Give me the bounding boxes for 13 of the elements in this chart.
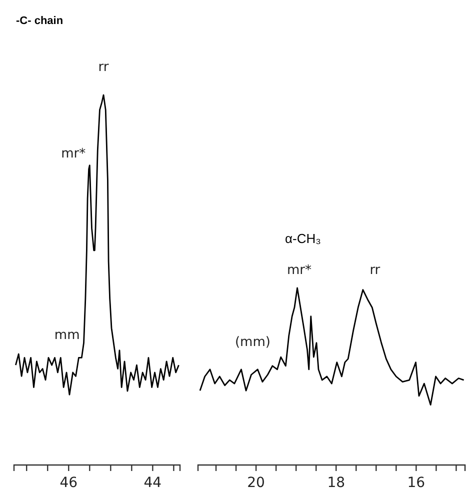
x-tick-label: 18 bbox=[327, 474, 346, 491]
x-tick-label: 44 bbox=[144, 474, 162, 491]
annotation: rr bbox=[370, 262, 381, 278]
x-tick-label: 20 bbox=[247, 474, 265, 491]
annotation: mr* bbox=[61, 146, 86, 162]
annotation: mr* bbox=[287, 263, 312, 278]
annotation: (mm) bbox=[234, 334, 270, 350]
annotation: rr bbox=[98, 60, 110, 75]
chart-title: -C- chain bbox=[16, 15, 64, 27]
chart-title: α-CH₃ bbox=[285, 231, 321, 246]
x-tick-label: 16 bbox=[407, 474, 426, 491]
annotation: mm bbox=[54, 328, 80, 343]
x-tick-label: 46 bbox=[60, 474, 78, 491]
